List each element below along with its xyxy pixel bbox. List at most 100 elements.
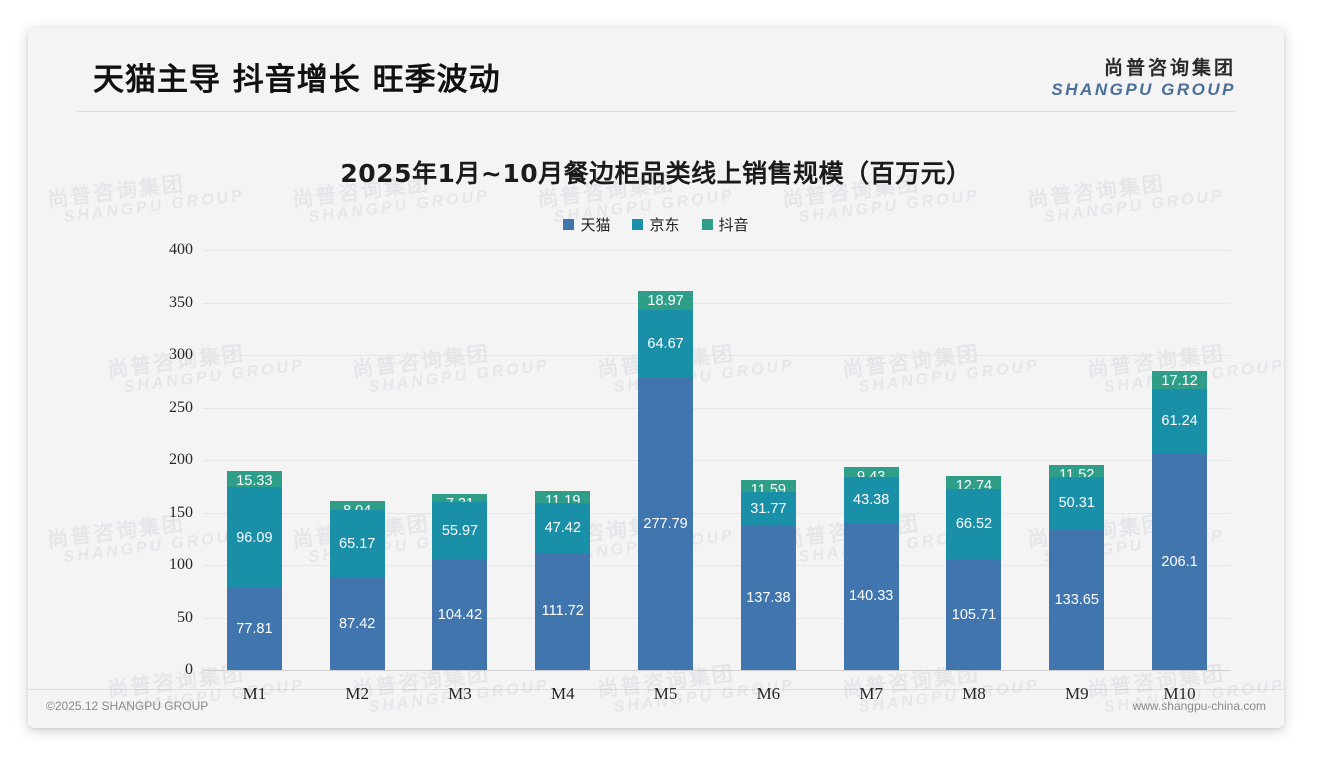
footer-website[interactable]: www.shangpu-china.com [1132, 699, 1266, 713]
gridline: 150 [169, 504, 1231, 521]
x-axis-tick-label: M6 [756, 684, 781, 703]
bar-segment-抖音[interactable]: 11.59 [740, 480, 796, 498]
bar-value-label: 64.67 [647, 336, 684, 353]
bar-value-label: 277.79 [643, 516, 688, 533]
bar-column[interactable]: 9.43 43.38 140.33 M7 [843, 250, 899, 703]
bar-group: 15.33 96.09 77.81 M1 8.04 65.17 87.42 M2 7.31 55.… [203, 250, 1231, 703]
chart-legend: 天猫 京东 抖音 [28, 214, 1284, 235]
bar-segment-天猫[interactable]: 111.72 [535, 552, 591, 670]
y-axis-tick-label: 50 [177, 608, 193, 626]
gridline: 300 [169, 346, 1231, 363]
bar-value-label: 18.97 [647, 292, 684, 309]
bar-column[interactable]: 7.31 55.97 104.42 M3 [432, 250, 488, 703]
legend-swatch-icon [563, 219, 575, 230]
x-axis-tick-label: M10 [1163, 684, 1196, 703]
bar-value-label: 47.42 [544, 519, 581, 536]
legend-label: 天猫 [580, 216, 611, 234]
slide-footer: ©2025.12 SHANGPU GROUP www.shangpu-china… [28, 690, 1284, 728]
bar-segment-抖音[interactable]: 12.74 [946, 475, 1002, 494]
logo-text-cn: 尚普咨询集团 [1103, 57, 1236, 79]
bar-segment-京东[interactable]: 64.67 [638, 310, 694, 379]
x-axis-line [203, 670, 1231, 671]
gridline: 100 [169, 556, 1231, 573]
legend-item-天猫[interactable]: 天猫 [563, 214, 610, 235]
bar-value-label: 140.33 [848, 588, 894, 605]
chart-title: 2025年1月~10月餐边柜品类线上销售规模（百万元） [340, 159, 972, 188]
bar-value-label: 65.17 [339, 536, 376, 552]
bar-value-label: 77.81 [236, 621, 273, 638]
bar-segment-京东[interactable]: 31.77 [740, 492, 796, 526]
bar-segment-抖音[interactable]: 7.31 [432, 493, 488, 512]
bar-value-label: 111.72 [541, 603, 584, 620]
bar-column[interactable]: 17.12 61.24 206.1 M10 [1152, 250, 1208, 703]
x-axis-tick-label: M9 [1064, 684, 1089, 703]
bar-value-label: 50.31 [1058, 495, 1095, 512]
legend-item-京东[interactable]: 京东 [632, 214, 680, 235]
footer-divider [28, 689, 1284, 690]
bar-segment-抖音[interactable]: 18.97 [638, 290, 694, 311]
bar-segment-京东[interactable]: 61.24 [1152, 389, 1208, 454]
y-axis-tick-label: 350 [169, 293, 193, 311]
bar-column[interactable]: 12.74 66.52 105.71 M8 [946, 250, 1002, 703]
x-axis-tick-label: M7 [859, 684, 883, 703]
bar-segment-抖音[interactable]: 11.19 [535, 491, 591, 509]
y-axis-tick-label: 200 [169, 451, 193, 468]
bar-segment-京东[interactable]: 66.52 [946, 489, 1002, 560]
bar-segment-抖音[interactable]: 9.43 [843, 467, 899, 485]
y-axis-tick-label: 400 [169, 241, 193, 258]
footer-copyright: ©2025.12 SHANGPU GROUP [46, 699, 209, 713]
bar-value-label: 133.65 [1054, 591, 1099, 608]
bar-value-label: 137.38 [746, 589, 791, 606]
brand-logo: 尚普咨询集团 SHANGPU GROUP [1051, 57, 1236, 99]
bar-segment-京东[interactable]: 47.42 [535, 502, 591, 553]
legend-label: 京东 [649, 216, 680, 234]
bar-segment-京东[interactable]: 50.31 [1049, 476, 1105, 530]
bar-segment-京东[interactable]: 96.09 [226, 487, 282, 589]
bar-segment-天猫[interactable]: 206.1 [1152, 453, 1208, 670]
bar-segment-抖音[interactable]: 8.04 [329, 501, 385, 519]
gridline: 50 [177, 609, 1231, 626]
bar-segment-天猫[interactable]: 104.42 [432, 560, 488, 670]
y-axis-tick-label: 250 [169, 398, 193, 416]
legend-label: 抖音 [718, 216, 749, 234]
x-axis-tick-label: M3 [448, 684, 472, 703]
legend-item-抖音[interactable]: 抖音 [701, 214, 749, 235]
bar-segment-抖音[interactable]: 17.12 [1152, 371, 1208, 389]
x-axis-tick-label: M1 [242, 684, 267, 703]
bar-segment-天猫[interactable]: 140.33 [843, 522, 899, 670]
bar-column[interactable]: 8.04 65.17 87.42 M2 [329, 250, 385, 703]
bar-column[interactable]: 11.52 50.31 133.65 M9 [1049, 250, 1105, 703]
gridline: 200 [169, 451, 1231, 468]
bar-segment-天猫[interactable]: 105.71 [946, 559, 1002, 670]
bar-segment-天猫[interactable]: 137.38 [740, 525, 796, 670]
bar-segment-天猫[interactable]: 133.65 [1049, 529, 1105, 670]
slide-header: 天猫主导 抖音增长 旺季波动 尚普咨询集团 SHANGPU GROUP [28, 28, 1284, 112]
x-axis-tick-label: M5 [653, 684, 678, 703]
bar-segment-京东[interactable]: 65.17 [329, 509, 385, 579]
slide-card: 尚普咨询集团 SHANGPU GROUP 尚普咨询集团 SHANGPU GROUP 尚普… [28, 28, 1284, 728]
bar-value-label: 96.09 [236, 529, 273, 546]
bar-column[interactable]: 11.19 47.42 111.72 M4 [535, 250, 591, 703]
header-divider [76, 111, 1236, 112]
page-title: 天猫主导 抖音增长 旺季波动 [93, 62, 501, 98]
legend-swatch-icon [701, 219, 713, 230]
gridline: 350 [169, 294, 1231, 311]
bar-value-label: 31.77 [750, 501, 787, 518]
bar-segment-京东[interactable]: 43.38 [843, 477, 899, 523]
bar-value-label: 15.33 [236, 473, 273, 490]
chart-plot: 400 350 300 250 200 150 100 50 0 15.33 96.09 77.81… [169, 241, 1231, 703]
legend-swatch-icon [632, 219, 644, 230]
y-axis-tick-label: 0 [185, 661, 193, 678]
bar-segment-天猫[interactable]: 277.79 [638, 378, 694, 670]
bar-column[interactable]: 18.97 64.67 277.79 M5 [638, 250, 694, 703]
bar-column[interactable]: 15.33 96.09 77.81 M1 [226, 250, 282, 703]
bar-segment-京东[interactable]: 55.97 [432, 501, 488, 561]
bar-segment-抖音[interactable]: 11.52 [1049, 464, 1105, 483]
bar-segment-天猫[interactable]: 87.42 [329, 578, 385, 670]
bar-column[interactable]: 11.59 31.77 137.38 M6 [740, 250, 796, 703]
bar-segment-天猫[interactable]: 77.81 [226, 588, 282, 670]
bar-value-label: 104.42 [437, 607, 483, 624]
bar-segment-抖音[interactable]: 15.33 [226, 471, 282, 490]
plot-area: 400 350 300 250 200 150 100 50 0 15.33 96.09 77.81… [169, 241, 1231, 703]
x-axis-tick-label: M2 [345, 684, 369, 703]
